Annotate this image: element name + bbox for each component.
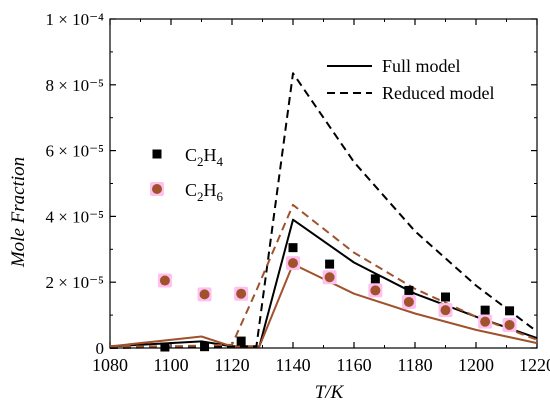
- c2h6-data-point: [370, 285, 380, 295]
- y-tick-label: 0: [96, 339, 105, 358]
- c2h6-data-point: [236, 289, 246, 299]
- c2h4-data-point: [289, 243, 298, 252]
- c2h4-data-point: [160, 343, 169, 352]
- c2h6-data-point: [480, 317, 490, 327]
- y-tick-label: 1 × 10⁻⁴: [46, 10, 105, 29]
- c2h6-data-point: [200, 289, 210, 299]
- y-axis-label: Mole Fraction: [8, 157, 29, 268]
- x-tick-label: 1200: [458, 355, 494, 375]
- legend-label: Reduced model: [382, 83, 494, 103]
- y-tick-label: 8 × 10⁻⁵: [46, 76, 105, 95]
- x-tick-label: 1160: [336, 355, 371, 375]
- c2h6-data-point: [288, 258, 298, 268]
- legend-marker-square: [153, 150, 162, 159]
- c2h4-data-point: [481, 306, 490, 315]
- c2h4-data-point: [237, 337, 246, 346]
- legend-label: Full model: [382, 56, 461, 76]
- c2h6-data-point: [505, 320, 515, 330]
- legend-marker-circle: [152, 184, 162, 194]
- c2h4-data-point: [441, 293, 450, 302]
- legend: Full model Reduced model C2H4 C2H6: [150, 56, 494, 204]
- c2h4-data-point: [404, 286, 413, 295]
- c2h4-data-point: [371, 274, 380, 283]
- y-tick-label: 4 × 10⁻⁵: [46, 207, 105, 226]
- plot-series: [110, 73, 537, 351]
- x-tick-label: 1180: [397, 355, 432, 375]
- c2h4-data-point: [325, 260, 334, 269]
- c2h6-data-point: [404, 297, 414, 307]
- c2h6-data-point: [441, 305, 451, 315]
- x-tick-label: 1140: [275, 355, 310, 375]
- legend-species-label: C2H6: [185, 180, 224, 204]
- x-tick-label: 1080: [92, 355, 128, 375]
- legend-species-label: C2H4: [185, 145, 224, 169]
- x-tick-label: 1100: [153, 355, 188, 375]
- y-tick-label: 6 × 10⁻⁵: [46, 142, 105, 161]
- c2h4-data-point: [505, 306, 514, 315]
- model-line-dashed: [110, 73, 537, 348]
- x-axis-label: T/K: [315, 382, 345, 403]
- plot-frame: [110, 19, 537, 348]
- c2h6-data-point: [325, 272, 335, 282]
- c2h4-data-point: [200, 342, 209, 351]
- y-tick-label: 2 × 10⁻⁵: [46, 273, 105, 292]
- c2h6-data-point: [160, 276, 170, 286]
- x-tick-label: 1120: [214, 355, 249, 375]
